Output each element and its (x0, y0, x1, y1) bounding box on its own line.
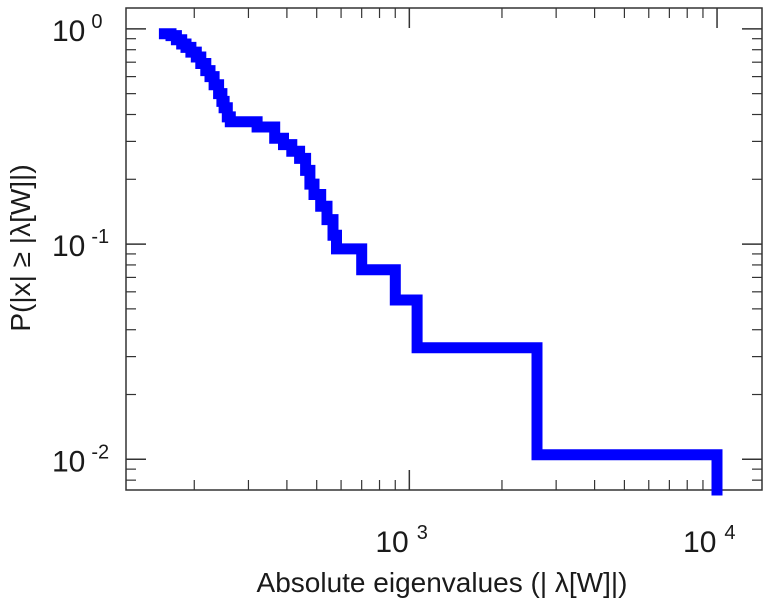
y-tick-label: 10 -2 (52, 441, 109, 478)
series-layer (158, 28, 723, 496)
x-tick-label: 10 3 (375, 522, 428, 559)
x-minor-ticks (193, 8, 704, 490)
y-tick-label: 10 -1 (52, 226, 109, 263)
x-tick-label: 10 4 (683, 522, 736, 559)
plot-frame (125, 7, 763, 491)
y-axis-title: P(|x| ≥ |λ[W]|) (5, 164, 36, 331)
y-minor-ticks (126, 38, 762, 481)
series-line-0 (158, 28, 723, 496)
x-axis-title: Absolute eigenvalues (| λ[W]|) (257, 567, 628, 598)
y-tick-label: 10 0 (52, 11, 103, 48)
tick-labels: 10 0 10 -1 10 -2 10 3 10 4 (52, 11, 736, 559)
plot-border (125, 7, 763, 491)
